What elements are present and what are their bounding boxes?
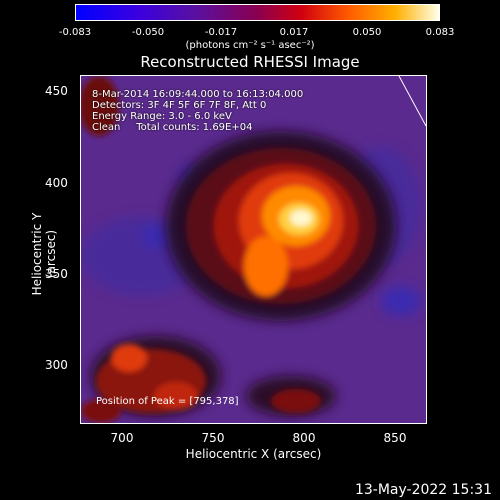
colorbar-gradient (76, 5, 439, 20)
peak-position-text: Position of Peak = [795,378] (96, 396, 239, 407)
plot-datestamp: 13-May-2022 15:31 (354, 482, 492, 498)
colorbar-tick-label: -0.017 (204, 27, 238, 38)
x-tick-label: 800 (292, 431, 316, 445)
x-tick-label: 850 (383, 431, 407, 445)
x-axis-label: Heliocentric X (arcsec) (185, 447, 322, 461)
colorbar-tick-label: 0.050 (352, 27, 382, 38)
colorbar-units: (photons cm⁻² s⁻¹ asec⁻²) (185, 40, 315, 51)
colorbar-tick-label: 0.017 (279, 27, 309, 38)
x-tick-label: 750 (201, 431, 225, 445)
x-tick-label: 700 (110, 431, 134, 445)
image-title: Reconstructed RHESSI Image (140, 53, 360, 71)
energy-range-text: Energy Range: 3.0 - 6.0 keV (92, 111, 232, 122)
rhessi-image (81, 76, 426, 423)
y-tick-label: 350 (45, 267, 68, 281)
colorbar-tick-label: -0.050 (131, 27, 165, 38)
y-tick-label: 400 (45, 176, 68, 190)
colorbar-tick-label: 0.083 (425, 27, 455, 38)
y-axis-label: Heliocentric Y (arcsec) (30, 212, 58, 296)
colorbar-tick-label: -0.083 (58, 27, 92, 38)
detectors-text: Detectors: 3F 4F 5F 6F 7F 8F, Att 0 (92, 100, 267, 111)
y-tick-label: 450 (45, 84, 68, 98)
y-tick-label: 300 (45, 358, 68, 372)
colorbar (75, 4, 440, 21)
total-counts-text: Clean Total counts: 1.69E+04 (92, 122, 253, 133)
time-range-text: 8-Mar-2014 16:09:44.000 to 16:13:04.000 (92, 89, 304, 100)
rhessi-image-panel: 8-Mar-2014 16:09:44.000 to 16:13:04.000 … (80, 75, 427, 424)
